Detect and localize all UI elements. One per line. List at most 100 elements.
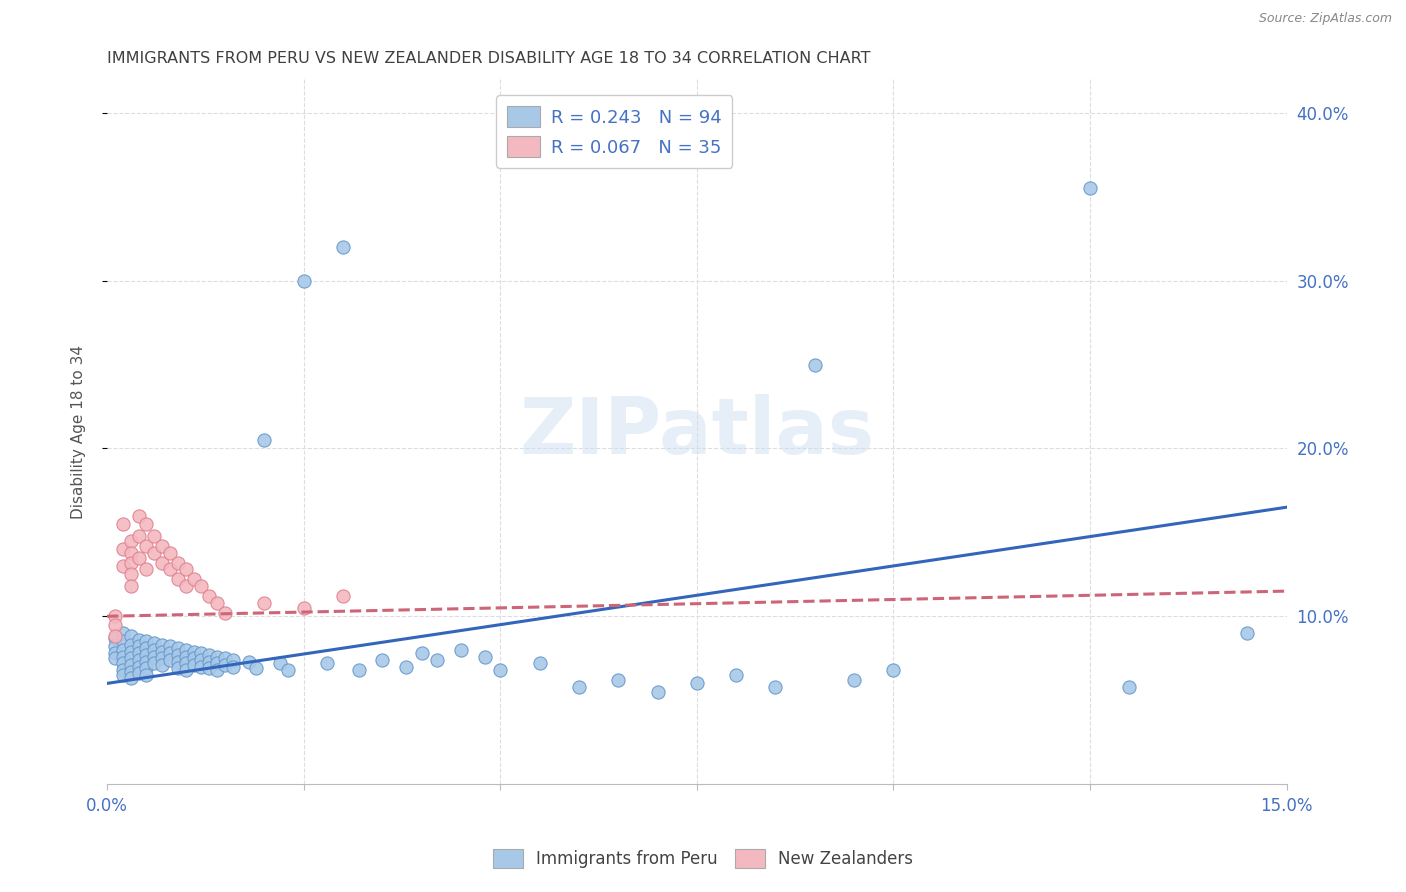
- Point: [150, 556, 173, 570]
- Point: [104, 640, 127, 654]
- Point: [111, 657, 134, 671]
- Point: [128, 508, 150, 523]
- Point: [120, 579, 142, 593]
- Point: [150, 651, 173, 665]
- Point: [842, 673, 865, 687]
- Point: [135, 562, 157, 576]
- Point: [253, 433, 276, 447]
- Point: [111, 663, 134, 677]
- Point: [111, 643, 134, 657]
- Point: [269, 657, 291, 671]
- Point: [111, 558, 134, 573]
- Point: [166, 655, 188, 669]
- Point: [183, 573, 205, 587]
- Point: [135, 668, 157, 682]
- Point: [111, 626, 134, 640]
- Point: [214, 651, 236, 665]
- Point: [143, 636, 166, 650]
- Point: [426, 653, 449, 667]
- Point: [686, 676, 709, 690]
- Point: [111, 516, 134, 531]
- Point: [104, 609, 127, 624]
- Point: [159, 545, 181, 559]
- Point: [120, 545, 142, 559]
- Point: [245, 661, 267, 675]
- Point: [174, 643, 197, 657]
- Point: [166, 556, 188, 570]
- Point: [205, 649, 228, 664]
- Point: [198, 648, 221, 662]
- Point: [159, 646, 181, 660]
- Point: [205, 596, 228, 610]
- Point: [143, 657, 166, 671]
- Point: [150, 657, 173, 672]
- Point: [120, 665, 142, 679]
- Point: [804, 358, 827, 372]
- Point: [183, 657, 205, 672]
- Point: [489, 663, 512, 677]
- Point: [128, 659, 150, 673]
- Point: [292, 600, 315, 615]
- Point: [190, 659, 212, 673]
- Y-axis label: Disability Age 18 to 34: Disability Age 18 to 34: [72, 344, 86, 519]
- Point: [277, 663, 299, 677]
- Point: [104, 631, 127, 645]
- Point: [395, 659, 418, 673]
- Point: [174, 657, 197, 671]
- Point: [316, 657, 339, 671]
- Point: [135, 634, 157, 648]
- Point: [166, 661, 188, 675]
- Point: [198, 661, 221, 675]
- Point: [214, 657, 236, 672]
- Point: [183, 644, 205, 658]
- Point: [166, 641, 188, 656]
- Point: [174, 663, 197, 677]
- Point: [135, 661, 157, 675]
- Point: [143, 545, 166, 559]
- Point: [143, 529, 166, 543]
- Point: [332, 240, 354, 254]
- Point: [128, 529, 150, 543]
- Point: [607, 673, 630, 687]
- Point: [190, 579, 212, 593]
- Point: [104, 651, 127, 665]
- Point: [166, 648, 188, 662]
- Point: [222, 659, 245, 673]
- Point: [120, 567, 142, 582]
- Point: [159, 640, 181, 654]
- Point: [568, 680, 591, 694]
- Point: [474, 649, 496, 664]
- Point: [135, 516, 157, 531]
- Point: [111, 542, 134, 557]
- Point: [128, 640, 150, 654]
- Point: [135, 641, 157, 656]
- Point: [159, 562, 181, 576]
- Point: [190, 646, 212, 660]
- Point: [347, 663, 370, 677]
- Point: [111, 634, 134, 648]
- Point: [120, 533, 142, 548]
- Point: [128, 666, 150, 681]
- Point: [120, 657, 142, 672]
- Text: ZIPatlas: ZIPatlas: [519, 393, 875, 470]
- Point: [238, 655, 260, 669]
- Point: [214, 606, 236, 620]
- Point: [205, 663, 228, 677]
- Point: [135, 648, 157, 662]
- Point: [111, 668, 134, 682]
- Point: [222, 653, 245, 667]
- Point: [647, 685, 669, 699]
- Point: [411, 646, 433, 660]
- Point: [120, 629, 142, 643]
- Point: [159, 653, 181, 667]
- Point: [332, 589, 354, 603]
- Point: [725, 668, 748, 682]
- Point: [253, 596, 276, 610]
- Point: [174, 649, 197, 664]
- Legend: Immigrants from Peru, New Zealanders: Immigrants from Peru, New Zealanders: [486, 842, 920, 875]
- Point: [371, 653, 394, 667]
- Point: [104, 646, 127, 660]
- Point: [882, 663, 904, 677]
- Point: [198, 589, 221, 603]
- Point: [190, 653, 212, 667]
